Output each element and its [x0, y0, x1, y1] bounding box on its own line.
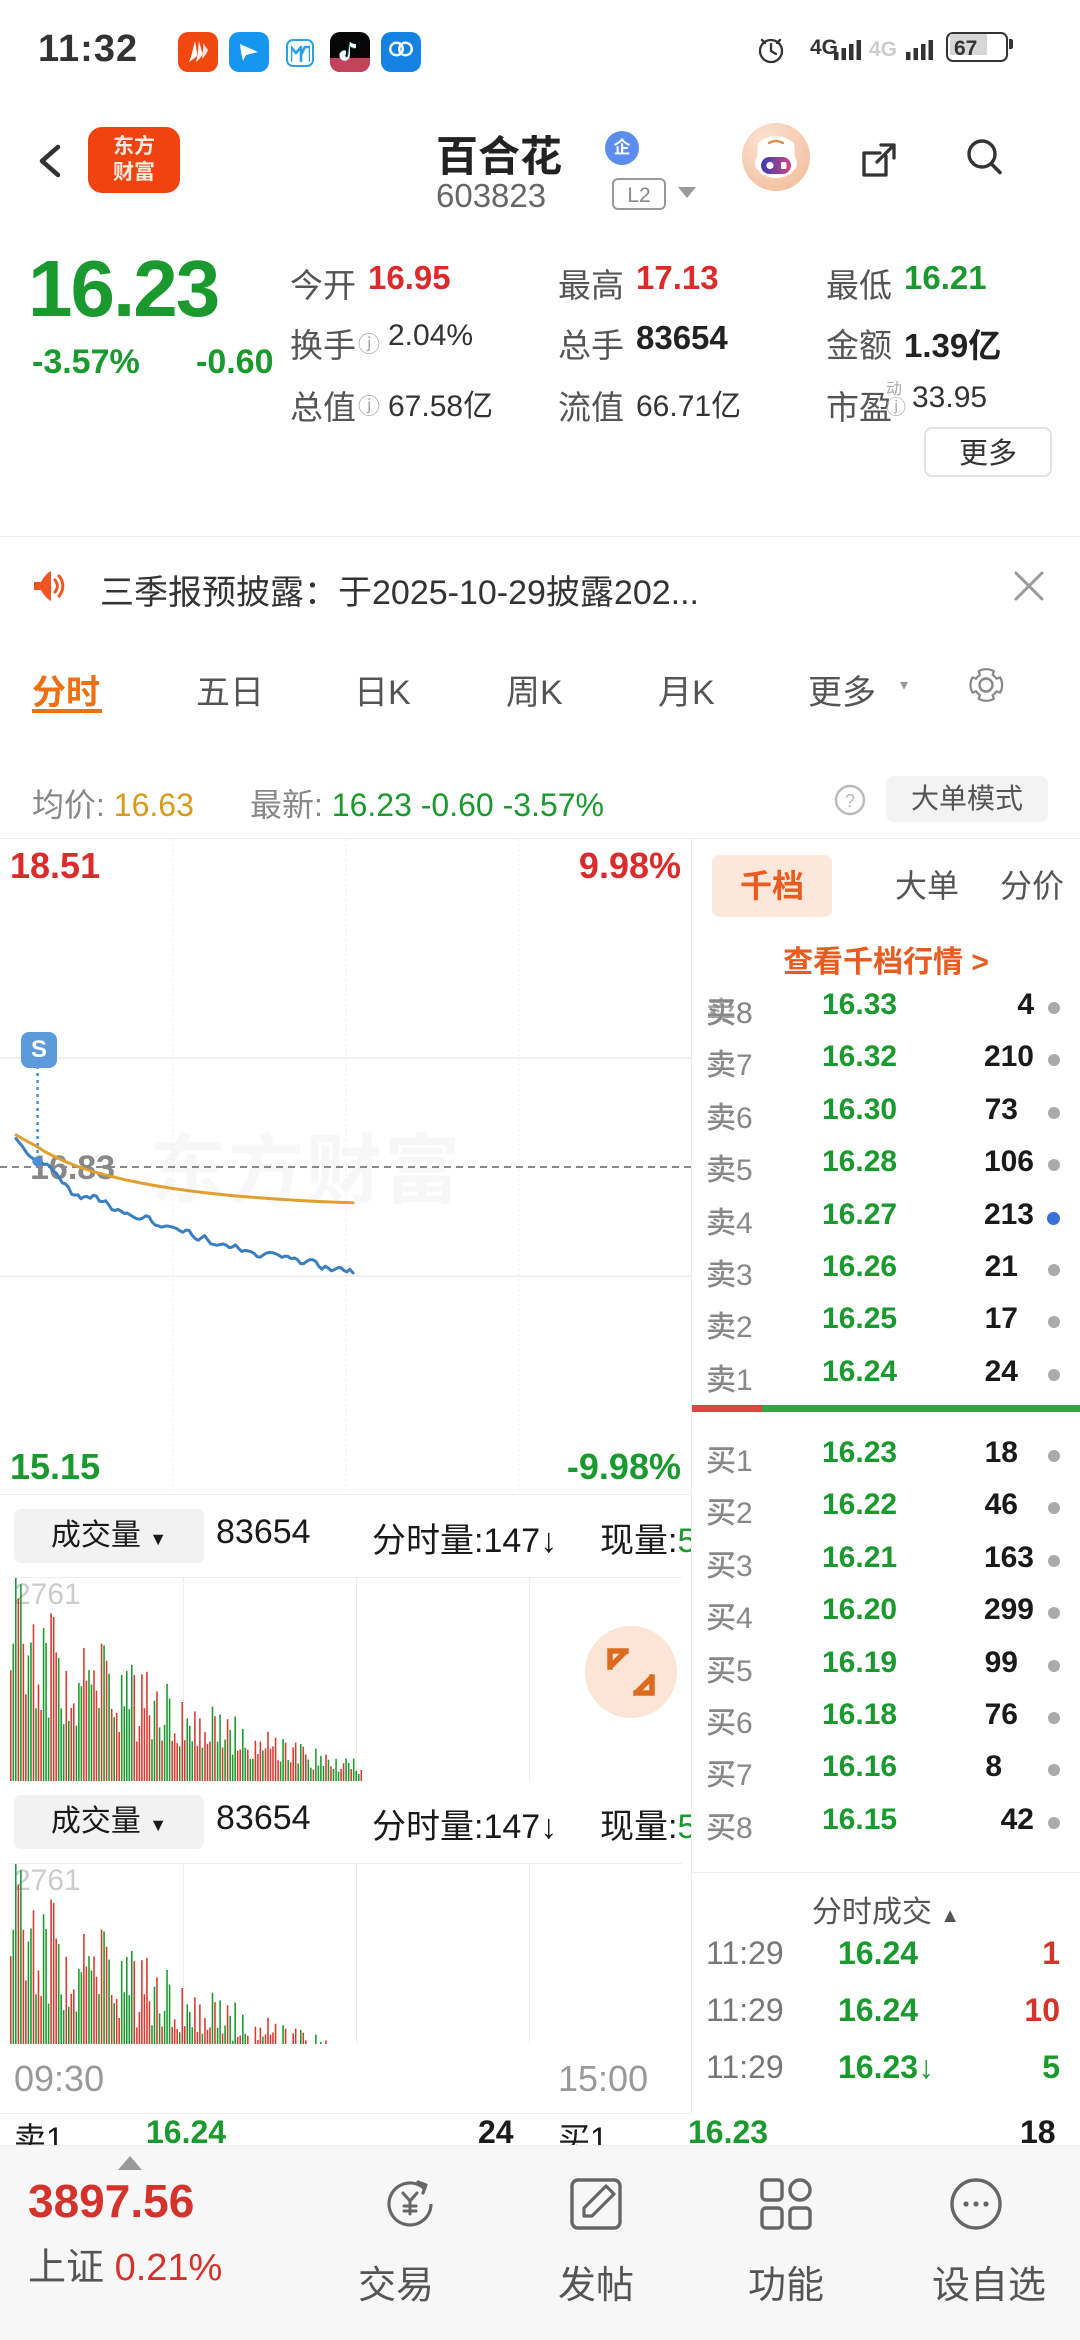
svg-text:16.83: 16.83 — [30, 1149, 115, 1187]
svg-text:?: ? — [845, 791, 855, 811]
